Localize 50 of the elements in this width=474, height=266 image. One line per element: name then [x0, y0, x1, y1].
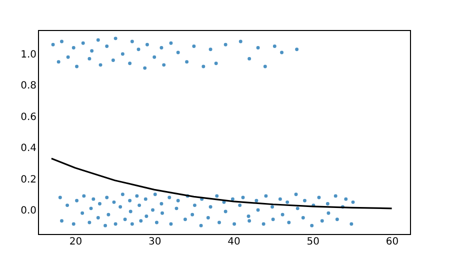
x-tick-label: 40	[228, 236, 240, 248]
point	[56, 60, 60, 64]
point	[152, 55, 156, 59]
point	[111, 58, 115, 62]
point	[185, 60, 189, 64]
point	[60, 40, 64, 44]
y-tick-label: 0.2	[20, 174, 36, 186]
point	[208, 48, 212, 52]
y-tick-label: 1.0	[20, 50, 36, 61]
point	[75, 64, 79, 68]
point	[96, 38, 100, 42]
point	[66, 55, 70, 59]
point	[88, 56, 92, 60]
point	[162, 63, 166, 67]
point	[263, 64, 267, 68]
point	[105, 44, 109, 48]
point	[176, 50, 180, 54]
point	[295, 48, 299, 52]
point	[81, 41, 85, 45]
point	[160, 46, 164, 50]
point	[280, 50, 284, 54]
point	[120, 52, 124, 56]
point	[238, 40, 242, 44]
line-series	[50, 158, 393, 210]
point	[192, 44, 196, 48]
point	[51, 42, 55, 46]
point	[98, 63, 102, 67]
point	[136, 48, 140, 52]
point	[130, 40, 134, 44]
y-tick-label: 0.8	[20, 80, 36, 92]
point	[169, 41, 173, 45]
point	[272, 44, 276, 48]
x-tick-label: 30	[148, 236, 162, 248]
point	[128, 62, 132, 66]
point	[114, 36, 118, 40]
point	[143, 66, 147, 70]
x-tick-label: 20	[69, 236, 82, 248]
point	[256, 46, 260, 50]
point	[202, 64, 206, 68]
y-tick-label: 0.6	[20, 112, 36, 123]
point	[214, 62, 218, 66]
point	[90, 49, 94, 53]
point	[248, 56, 252, 60]
point	[145, 42, 149, 46]
point	[72, 46, 76, 50]
x-tick-label: 50	[306, 236, 320, 248]
y-tick-label: 0.4	[20, 143, 36, 154]
x-tick-label: 60	[386, 236, 399, 248]
point	[224, 42, 228, 46]
y-tick-label: 0.0	[20, 205, 36, 216]
